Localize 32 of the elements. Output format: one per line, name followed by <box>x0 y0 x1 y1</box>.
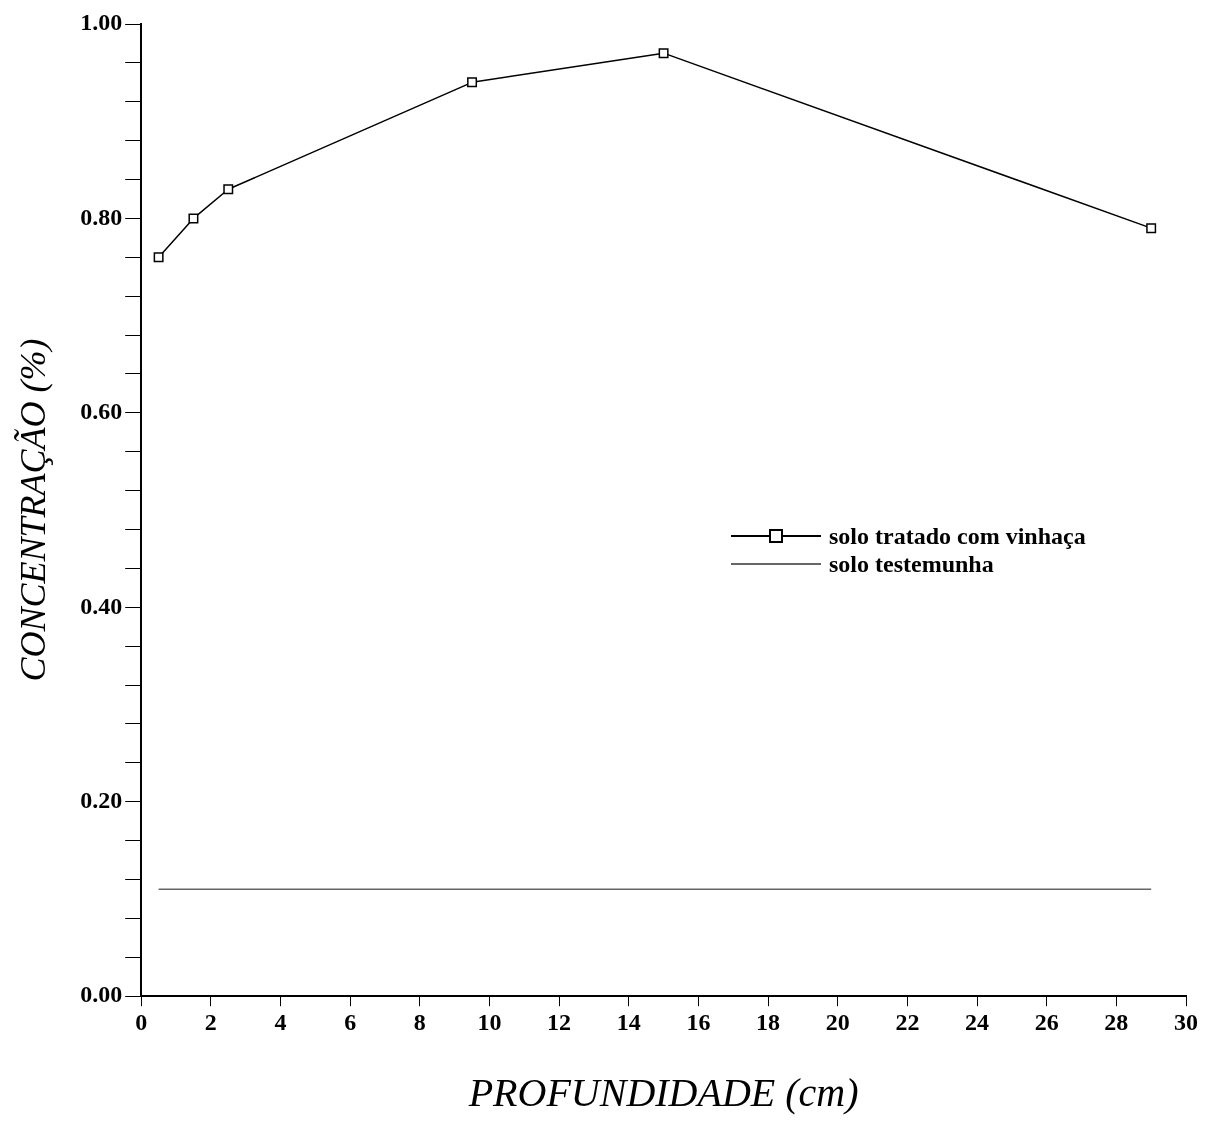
x-tick-label: 26 <box>1034 1008 1059 1035</box>
x-tick-label: 12 <box>547 1008 572 1035</box>
x-tick-label: 20 <box>825 1008 850 1035</box>
x-tick-label: 14 <box>616 1008 641 1035</box>
x-tick-label: 4 <box>274 1008 287 1035</box>
x-axis-title: PROFUNDIDADE (cm) <box>467 1069 859 1115</box>
x-tick-label: 10 <box>477 1008 502 1035</box>
point <box>223 184 234 195</box>
x-tick-label: 18 <box>756 1008 781 1035</box>
x-tick-label: 2 <box>204 1008 217 1035</box>
point <box>658 48 669 59</box>
point <box>188 213 199 224</box>
y-tick-label: 0.40 <box>80 592 123 619</box>
x-tick-label: 24 <box>965 1008 990 1035</box>
y-tick-label: 0.00 <box>80 981 123 1008</box>
y-axis-title: CONCENTRAÇÃO (%) <box>13 338 54 682</box>
x-tick-label: 28 <box>1104 1008 1129 1035</box>
y-tick-label: 0.60 <box>80 398 123 425</box>
point <box>153 252 164 263</box>
x-tick-label: 22 <box>895 1008 920 1035</box>
point <box>467 77 478 88</box>
y-tick-label: 0.20 <box>80 786 123 813</box>
x-tick-label: 8 <box>413 1008 426 1035</box>
y-tick-label: 0.80 <box>80 203 123 230</box>
point <box>1146 223 1157 234</box>
x-tick-label: 6 <box>344 1008 357 1035</box>
y-tick-label: 1.00 <box>80 9 123 36</box>
legend-label: solo testemunha <box>829 550 994 578</box>
legend-label: solo tratado com vinhaça <box>829 522 1086 550</box>
x-tick-label: 16 <box>686 1008 711 1035</box>
x-tick-label: 30 <box>1174 1008 1198 1035</box>
x-tick-label: 0 <box>135 1008 148 1035</box>
